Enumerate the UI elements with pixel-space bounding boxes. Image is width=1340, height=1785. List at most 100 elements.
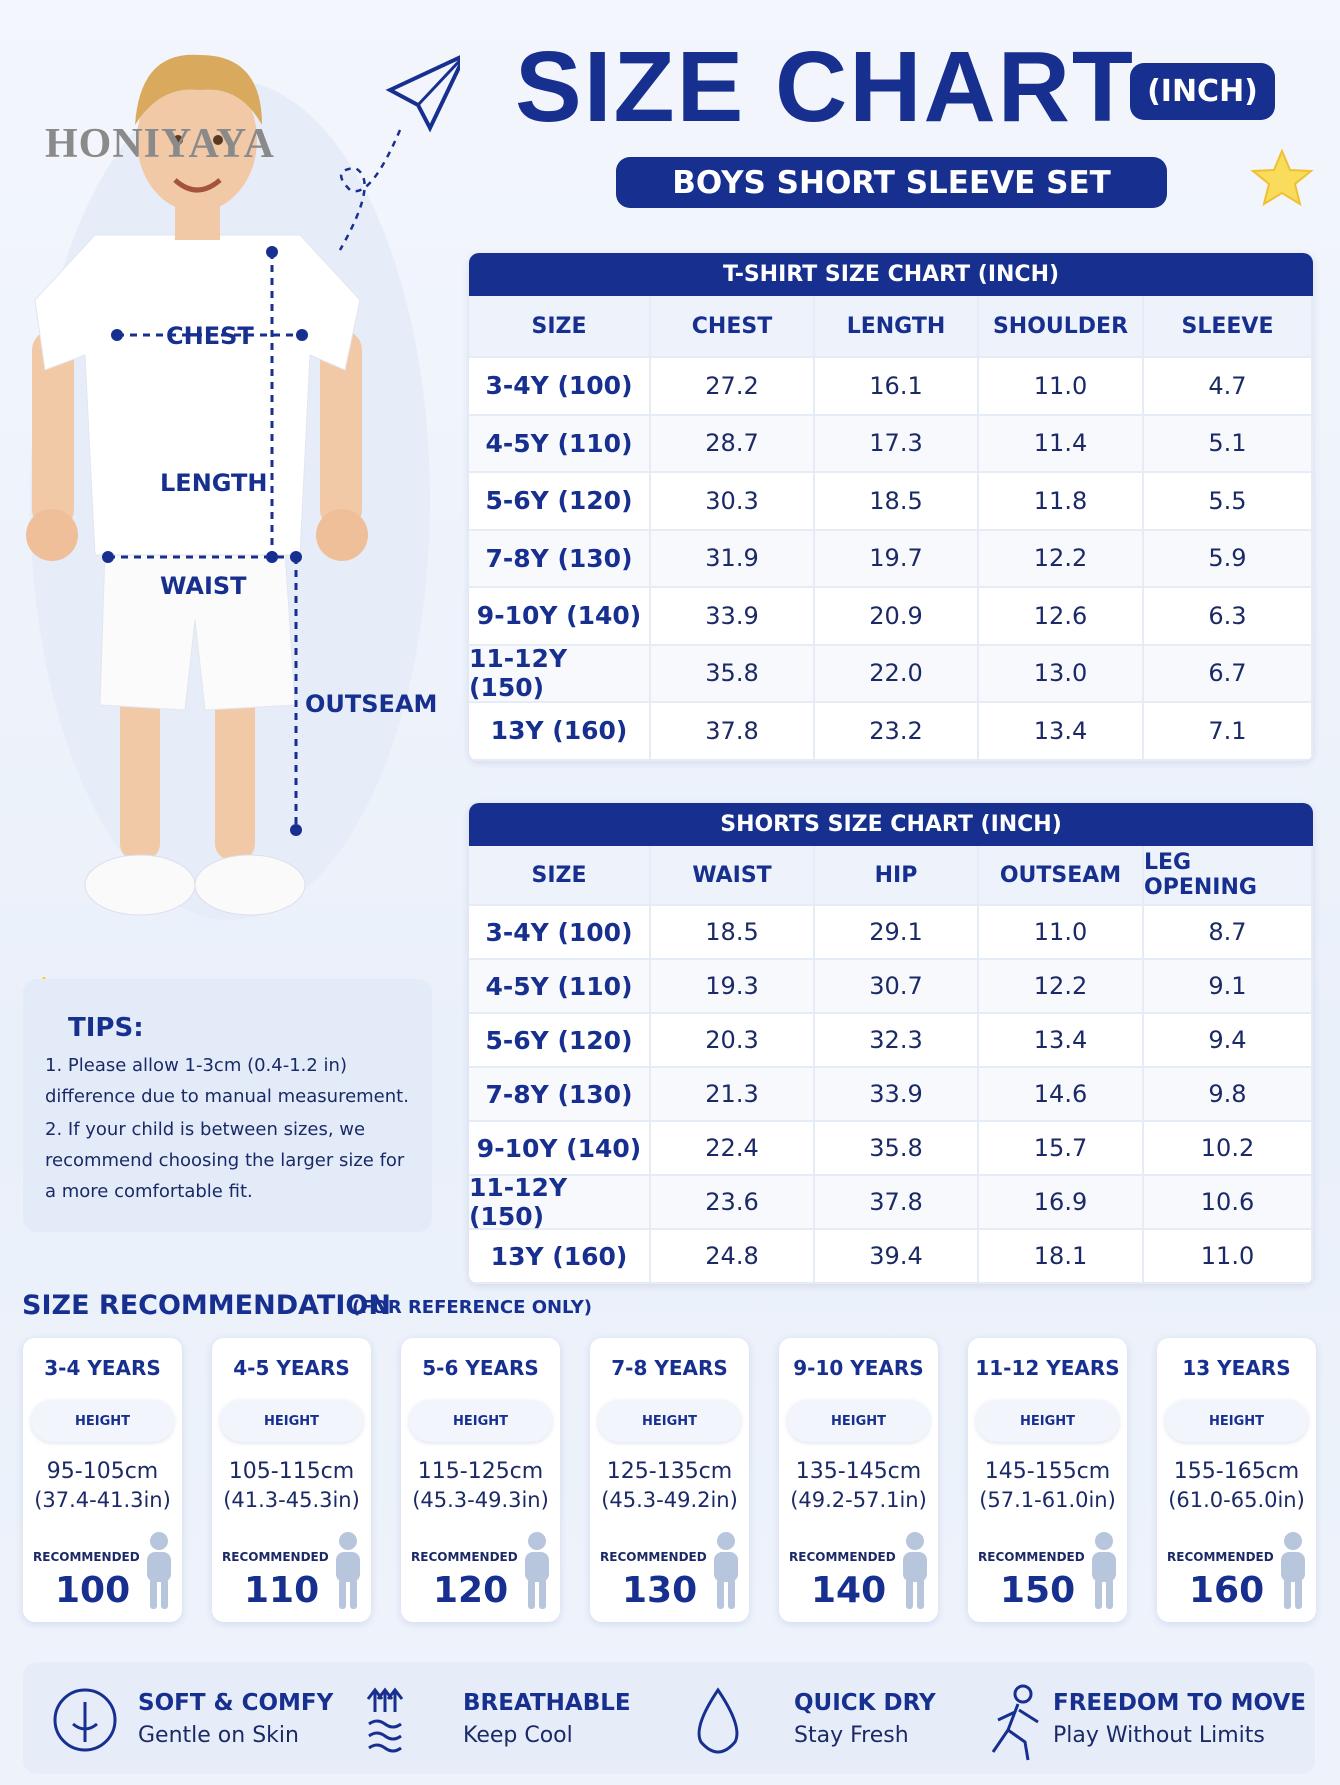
value-cell: 17.3: [815, 415, 979, 473]
recommended-label: RECOMMENDED: [600, 1550, 707, 1564]
table-title: SHORTS SIZE CHART (INCH): [469, 803, 1313, 846]
value-cell: 23.2: [815, 703, 979, 761]
value-cell: 24.8: [651, 1230, 815, 1284]
value-cell: 4.7: [1144, 358, 1313, 416]
column-header: SLEEVE: [1144, 296, 1313, 358]
size-cell: 3-4Y (100): [469, 906, 651, 960]
value-cell: 33.9: [815, 1068, 979, 1122]
size-cell: 3-4Y (100): [469, 358, 651, 416]
value-cell: 16.9: [979, 1176, 1144, 1230]
value-cell: 23.6: [651, 1176, 815, 1230]
table-grid: SIZE WAIST HIP OUTSEAM LEG OPENING 3-4Y (100)…: [469, 846, 1313, 1284]
recommendation-card: 7-8 YEARS HEIGHT 125-135cm (45.3-49.2in) REC…: [590, 1338, 749, 1622]
recommendation-card: 3-4 YEARS HEIGHT 95-105cm (37.4-41.3in) RECO…: [23, 1338, 182, 1622]
value-cell: 13.0: [979, 645, 1144, 703]
size-cell: 7-8Y (130): [469, 1068, 651, 1122]
size-cell: 13Y (160): [469, 703, 651, 761]
size-cell: 5-6Y (120): [469, 473, 651, 531]
age-range: 3-4 YEARS: [44, 1356, 161, 1380]
height-cm: 95-105cm: [46, 1459, 159, 1484]
height-inch: (37.4-41.3in): [34, 1488, 171, 1512]
height-label: HEIGHT: [1165, 1400, 1308, 1442]
value-cell: 10.6: [1144, 1176, 1313, 1230]
value-cell: 27.2: [651, 358, 815, 416]
value-cell: 20.9: [815, 588, 979, 646]
kid-icon: [147, 1532, 171, 1609]
tip: 2. If your child is between sizes, we re…: [45, 1119, 405, 1202]
figure-label: CHEST: [166, 322, 254, 350]
value-cell: 13.4: [979, 703, 1144, 761]
unit-badge: (INCH): [1130, 63, 1275, 120]
column-header: LENGTH: [815, 296, 979, 358]
figure-label: LENGTH: [160, 469, 268, 497]
value-cell: 11.4: [979, 415, 1144, 473]
value-cell: 14.6: [979, 1068, 1144, 1122]
value-cell: 28.7: [651, 415, 815, 473]
value-cell: 35.8: [651, 645, 815, 703]
value-cell: 12.2: [979, 960, 1144, 1014]
height-label: HEIGHT: [787, 1400, 930, 1442]
column-header: SIZE: [469, 846, 651, 906]
height-cm: 125-135cm: [606, 1459, 733, 1484]
height-cm: 105-115cm: [228, 1459, 355, 1484]
size-cell: 11-12Y (150): [469, 644, 651, 703]
kid-icon: [1092, 1532, 1116, 1609]
value-cell: 12.6: [979, 588, 1144, 646]
recommended-size: 120: [433, 1570, 509, 1611]
height-label: HEIGHT: [220, 1400, 363, 1442]
value-cell: 9.8: [1144, 1068, 1313, 1122]
recommended-size: 100: [55, 1570, 131, 1611]
size-table: SHORTS SIZE CHART (INCH) SIZE WAIST HIP OUTS…: [469, 803, 1313, 1284]
recommendation-card: 4-5 YEARS HEIGHT 105-115cm (41.3-45.3in) REC…: [212, 1338, 371, 1622]
age-range: 5-6 YEARS: [422, 1356, 539, 1380]
value-cell: 12.2: [979, 530, 1144, 588]
height-inch: (45.3-49.2in): [601, 1488, 738, 1512]
title: SIZE CHART: [515, 31, 1135, 143]
recommendation-card: 13 YEARS HEIGHT 155-165cm (61.0-65.0in) RECO…: [1157, 1338, 1316, 1622]
height-label: HEIGHT: [31, 1400, 174, 1442]
height-inch: (41.3-45.3in): [223, 1488, 360, 1512]
height-label: HEIGHT: [409, 1400, 552, 1442]
value-cell: 6.7: [1144, 645, 1313, 703]
value-cell: 5.5: [1144, 473, 1313, 531]
value-cell: 13.4: [979, 1014, 1144, 1068]
age-range: 7-8 YEARS: [611, 1356, 728, 1380]
recommended-size: 140: [811, 1570, 887, 1611]
height-cm: 155-165cm: [1173, 1459, 1300, 1484]
value-cell: 19.3: [651, 960, 815, 1014]
height-cm: 135-145cm: [795, 1459, 922, 1484]
column-header: CHEST: [651, 296, 815, 358]
tips-title: TIPS:: [68, 1013, 144, 1043]
value-cell: 11.0: [1144, 1230, 1313, 1284]
recommendation-card: 9-10 YEARS HEIGHT 135-145cm (49.2-57.1in) RE…: [779, 1338, 938, 1622]
recommendation-card: 11-12 YEARS HEIGHT 145-155cm (57.1-61.0in) R…: [968, 1338, 1127, 1622]
value-cell: 30.7: [815, 960, 979, 1014]
kid-icon: [903, 1532, 927, 1609]
kid-icon: [336, 1532, 360, 1609]
column-header: SHOULDER: [979, 296, 1144, 358]
age-range: 4-5 YEARS: [233, 1356, 350, 1380]
size-cell: 7-8Y (130): [469, 530, 651, 588]
value-cell: 29.1: [815, 906, 979, 960]
recommended-label: RECOMMENDED: [411, 1550, 518, 1564]
column-header: WAIST: [651, 846, 815, 906]
feature-title: FREEDOM TO MOVE: [1053, 1690, 1306, 1716]
feature-icons: [53, 1684, 1039, 1761]
size-cell: 4-5Y (110): [469, 415, 651, 473]
value-cell: 15.7: [979, 1122, 1144, 1176]
value-cell: 18.5: [815, 473, 979, 531]
recommended-size: 160: [1189, 1570, 1265, 1611]
value-cell: 21.3: [651, 1068, 815, 1122]
subtitle: BOYS SHORT SLEEVE SET: [616, 157, 1167, 208]
recommended-label: RECOMMENDED: [978, 1550, 1085, 1564]
height-cm: 115-125cm: [417, 1459, 544, 1484]
recommendation-note: (FOR REFERENCE ONLY): [352, 1297, 592, 1318]
value-cell: 11.8: [979, 473, 1144, 531]
tips-box: [23, 979, 432, 1232]
value-cell: 39.4: [815, 1230, 979, 1284]
boy-illustration: [26, 54, 460, 920]
figure-label: WAIST: [160, 572, 247, 600]
recommendation-card: 5-6 YEARS HEIGHT 115-125cm (45.3-49.3in) REC…: [401, 1338, 560, 1622]
recommended-label: RECOMMENDED: [1167, 1550, 1274, 1564]
